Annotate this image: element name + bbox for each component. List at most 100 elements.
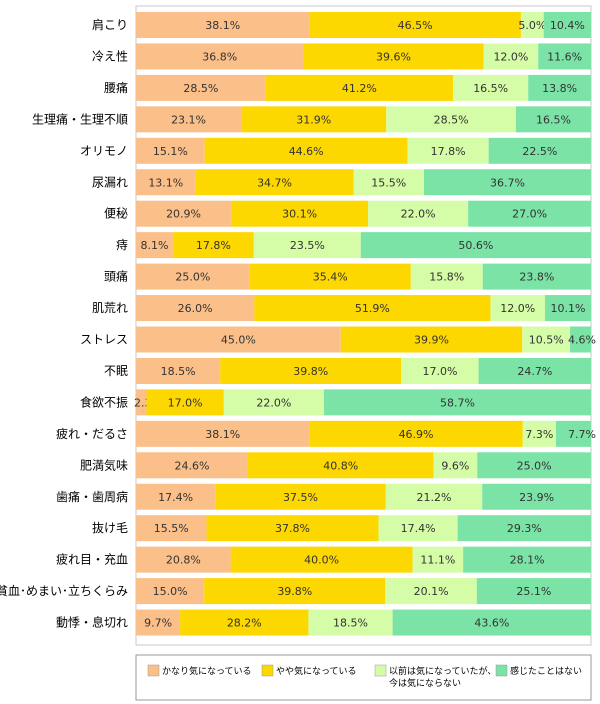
bar-segment <box>136 578 205 605</box>
data-label: 28.5% <box>434 113 469 126</box>
data-label: 39.8% <box>293 365 328 378</box>
data-label: 17.8% <box>431 145 466 158</box>
data-label: 37.5% <box>283 491 318 504</box>
data-label: 22.0% <box>256 396 291 409</box>
data-label: 24.6% <box>174 459 209 472</box>
bar-segment <box>520 12 544 38</box>
bar-segment <box>254 295 491 322</box>
bar-segment <box>136 43 304 70</box>
data-label: 30.1% <box>282 208 317 221</box>
bar-segment <box>386 106 516 133</box>
bar-segment <box>308 609 393 636</box>
data-label: 39.6% <box>376 50 411 63</box>
bar-segment <box>433 452 478 479</box>
category-label: 便秘 <box>104 207 128 221</box>
category-label: 不眠 <box>104 364 128 378</box>
data-label: 13.8% <box>542 82 577 95</box>
data-label: 17.0% <box>168 396 203 409</box>
data-label: 23.5% <box>290 239 325 252</box>
bar-segment <box>522 326 571 353</box>
bar-segment <box>136 483 216 510</box>
bar-segment <box>231 200 369 227</box>
bar-segment <box>340 326 523 353</box>
bar-segment <box>538 43 591 70</box>
data-label: 20.1% <box>414 585 449 598</box>
category-label: 痔 <box>116 237 128 252</box>
data-label: 28.2% <box>227 617 262 630</box>
bar-segment <box>247 452 434 479</box>
bar-segment <box>136 12 310 38</box>
bar-segment <box>195 169 354 196</box>
category-label: 貧血･めまい･立ちくらみ <box>0 583 128 598</box>
legend-frame <box>135 654 592 701</box>
bar-segment <box>555 420 591 447</box>
data-label: 46.5% <box>398 19 433 32</box>
data-label: 31.9% <box>296 113 331 126</box>
category-label: 食欲不振 <box>80 394 128 409</box>
bar-segment <box>490 295 546 322</box>
legend: かなり気になっている やや気になっている 以前は気になっていたが、今は気にならない 感… <box>135 654 592 701</box>
bar-segment <box>570 326 591 353</box>
data-label: 15.5% <box>371 176 406 189</box>
data-label: 27.0% <box>512 208 547 221</box>
legend-label: やや気になっている <box>276 665 357 677</box>
data-label: 12.0% <box>493 50 528 63</box>
data-label: 9.6% <box>441 459 469 472</box>
bar-segment <box>136 232 173 259</box>
bar-segment <box>206 515 379 542</box>
data-label: 7.7% <box>568 428 596 441</box>
bar-segment <box>136 295 255 322</box>
data-label: 4.6% <box>568 334 596 347</box>
bar-segment <box>249 263 411 290</box>
category-label: 尿漏れ <box>92 175 128 189</box>
data-label: 29.3% <box>507 522 542 535</box>
bar-segment <box>468 200 591 227</box>
data-label: 10.1% <box>551 302 586 315</box>
data-label: 11.1% <box>420 554 455 567</box>
bar-segment <box>545 295 591 322</box>
data-label: 24.7% <box>517 365 552 378</box>
legend-label: 以前は気になっていたが、 <box>389 665 496 677</box>
bar-segment <box>378 515 458 542</box>
data-label: 9.7% <box>144 617 172 630</box>
bar-segment <box>136 74 266 101</box>
bar-segment <box>457 515 592 542</box>
bar-segment <box>230 546 413 573</box>
bar-segment <box>220 357 402 384</box>
category-label: 頭痛 <box>104 269 128 284</box>
legend-label: 今は気にならない <box>389 677 461 689</box>
data-label: 35.4% <box>313 271 348 284</box>
data-label: 43.6% <box>474 617 509 630</box>
bar-segment <box>136 106 242 133</box>
bar-segment <box>407 137 489 164</box>
data-label: 8.1% <box>140 239 168 252</box>
bar-segment <box>515 106 591 133</box>
bar-segment <box>323 389 591 416</box>
data-label: 41.2% <box>342 82 377 95</box>
data-label: 15.5% <box>154 522 189 535</box>
category-label: 肩こり <box>92 17 128 32</box>
bar-segment <box>136 326 341 353</box>
data-label: 28.1% <box>510 554 545 567</box>
data-label: 10.4% <box>550 19 585 32</box>
data-label: 13.1% <box>148 176 183 189</box>
category-label: 冷え性 <box>92 49 128 63</box>
data-label: 44.6% <box>289 145 324 158</box>
bar-segment <box>488 137 592 164</box>
data-label: 17.4% <box>158 491 193 504</box>
data-label: 36.8% <box>202 50 237 63</box>
data-label: 23.8% <box>519 271 554 284</box>
data-label: 26.0% <box>178 302 213 315</box>
category-label: 肥満気味 <box>80 457 128 472</box>
data-label: 11.6% <box>547 50 582 63</box>
bar-segment <box>136 389 147 416</box>
data-label: 23.1% <box>171 113 206 126</box>
bar-segment <box>180 609 309 636</box>
data-label: 40.0% <box>304 554 339 567</box>
category-label: 歯痛・歯周病 <box>56 489 128 504</box>
data-label: 18.5% <box>333 617 368 630</box>
bar-segment <box>241 106 387 133</box>
bar-segment <box>478 357 592 384</box>
bar-segment <box>136 137 205 164</box>
data-label: 7.3% <box>525 428 553 441</box>
